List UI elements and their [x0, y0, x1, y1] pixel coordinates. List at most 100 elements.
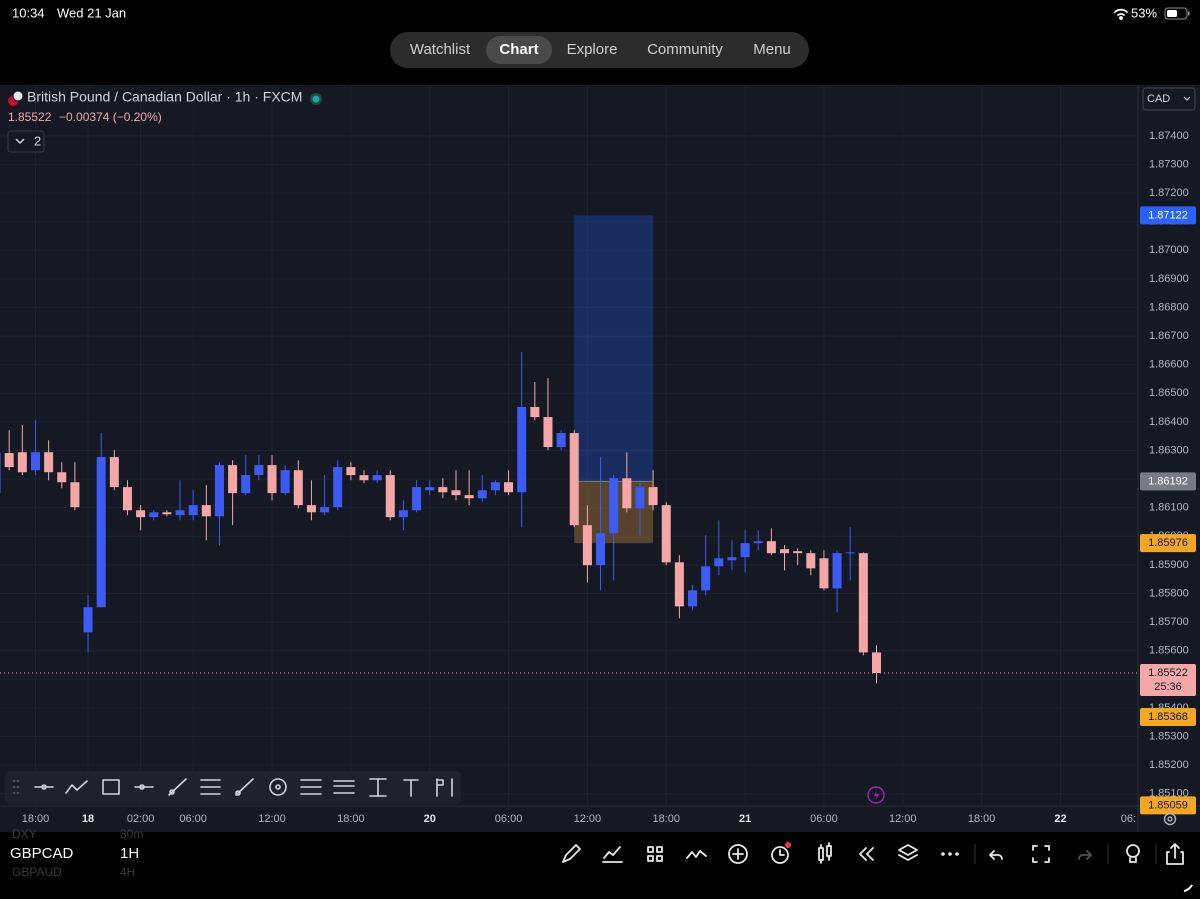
- bottom-fullscreen[interactable]: [1032, 845, 1050, 863]
- y-tick-label: 1.85800: [1149, 587, 1189, 599]
- candle-body: [845, 552, 855, 554]
- candle-body: [346, 467, 356, 476]
- candle-body: [385, 475, 395, 518]
- x-tick-label: 21: [739, 813, 751, 825]
- candle-body: [96, 457, 106, 608]
- tool-text[interactable]: [403, 779, 419, 797]
- candle-body: [122, 487, 132, 511]
- nav-tab[interactable]: Menu: [753, 41, 791, 58]
- nav-tab[interactable]: Explore: [567, 41, 618, 58]
- x-tick-label: 18:00: [22, 813, 50, 825]
- position-target-zone[interactable]: [574, 215, 654, 482]
- symbol-title[interactable]: British Pound / Canadian Dollar · 1h · F…: [27, 89, 302, 105]
- candle-body: [609, 478, 619, 534]
- x-tick-label: 06:00: [810, 813, 838, 825]
- bottom-chart-type[interactable]: [602, 846, 623, 863]
- tool-horizontal-line[interactable]: [134, 784, 154, 790]
- candle-body: [57, 472, 67, 483]
- price-label-text: 1.86192: [1148, 475, 1188, 487]
- bottom-undo[interactable]: [989, 850, 1003, 860]
- tool-measure[interactable]: [369, 778, 387, 797]
- x-tick-label: 02:00: [127, 813, 155, 825]
- x-tick-label: 18:00: [652, 813, 680, 825]
- plot-area: [0, 85, 1138, 806]
- candle-body: [701, 566, 711, 591]
- candle-body: [780, 549, 790, 554]
- tool-circle[interactable]: [269, 778, 287, 796]
- candle-body: [254, 465, 264, 476]
- watchlist-interval[interactable]: 30m: [120, 827, 143, 841]
- price-label: [1140, 206, 1196, 225]
- nav-tab[interactable]: Chart: [499, 41, 538, 58]
- candle-body: [740, 543, 750, 558]
- indicators-count: 2: [34, 133, 41, 148]
- y-tick-label: 1.85600: [1149, 645, 1189, 657]
- candle-body: [556, 433, 566, 448]
- candle-body: [832, 553, 842, 589]
- bottom-redo[interactable]: [1078, 850, 1092, 860]
- tool-rectangle[interactable]: [102, 779, 120, 795]
- candle-body: [674, 562, 684, 607]
- symbol-picker[interactable]: DXY 30m GBPCAD 1H GBPAUD 4H: [10, 827, 143, 879]
- candle-body: [280, 470, 290, 494]
- bottom-indicators[interactable]: [686, 850, 707, 859]
- bottom-add[interactable]: [728, 844, 748, 864]
- y-tick-label: 1.86100: [1149, 502, 1189, 514]
- tool-flag[interactable]: [436, 778, 453, 797]
- currency-selector[interactable]: [1142, 87, 1196, 111]
- tool-trend-line[interactable]: [168, 778, 187, 796]
- candle-body: [569, 433, 579, 526]
- tool-path[interactable]: [65, 780, 88, 794]
- nav-tab[interactable]: Watchlist: [410, 41, 471, 58]
- candle-body: [871, 652, 881, 674]
- tool-fib-extension[interactable]: [333, 780, 355, 794]
- alert-icon[interactable]: [867, 786, 885, 804]
- candle-body: [477, 490, 487, 499]
- price-label-text: 1.85522: [1148, 667, 1188, 679]
- bottom-bars[interactable]: [818, 842, 832, 864]
- watchlist-symbol[interactable]: DXY: [12, 827, 37, 841]
- tool-horizontal-ray[interactable]: [34, 784, 54, 790]
- candle-body: [83, 607, 93, 633]
- tool-fib[interactable]: [300, 779, 322, 795]
- bottom-share[interactable]: [1166, 843, 1184, 865]
- candle-body: [214, 465, 224, 517]
- candle-body: [0, 453, 1, 494]
- bottom-layers[interactable]: [898, 844, 918, 861]
- candle-body: [44, 452, 54, 473]
- y-tick-label: 1.87400: [1149, 130, 1189, 142]
- watchlist-interval[interactable]: 1H: [120, 845, 139, 862]
- chevron-icon: [15, 138, 25, 145]
- tool-parallel-channel[interactable]: [200, 779, 221, 795]
- y-tick-label: 1.86800: [1149, 301, 1189, 313]
- x-tick-label: 18:00: [968, 813, 996, 825]
- x-tick-label: 06:00: [179, 813, 207, 825]
- bottom-layouts[interactable]: [647, 846, 663, 862]
- candle-body: [714, 558, 724, 567]
- symbol-flag: [8, 90, 24, 106]
- nav-tabs: Watchlist Chart Explore Community Menu: [410, 41, 791, 58]
- y-tick-label: 1.85200: [1149, 759, 1189, 771]
- bottom-alerts[interactable]: [771, 842, 791, 864]
- indicators-toggle[interactable]: [7, 130, 45, 153]
- bottom-replay[interactable]: [859, 847, 874, 861]
- bottom-more[interactable]: [941, 852, 959, 856]
- candle-body: [241, 475, 251, 494]
- nav-tab[interactable]: Community: [647, 41, 723, 58]
- candle-body: [582, 525, 592, 566]
- watchlist-interval[interactable]: 4H: [120, 865, 135, 879]
- bottom-pencil[interactable]: [562, 844, 581, 863]
- candle-body: [201, 505, 211, 517]
- candle-body: [398, 510, 408, 518]
- watchlist-symbol[interactable]: GBPCAD: [10, 845, 74, 862]
- candle-body: [30, 452, 40, 471]
- y-tick-label: 1.86300: [1149, 444, 1189, 456]
- watchlist-symbol[interactable]: GBPAUD: [12, 865, 62, 879]
- x-tick-label: 06:: [1121, 813, 1136, 825]
- bottom-ideas[interactable]: [1126, 844, 1140, 863]
- candle-body: [858, 553, 868, 653]
- candle-body: [320, 507, 330, 513]
- time-axis-settings[interactable]: [1163, 812, 1177, 826]
- tool-ray[interactable]: [235, 778, 254, 796]
